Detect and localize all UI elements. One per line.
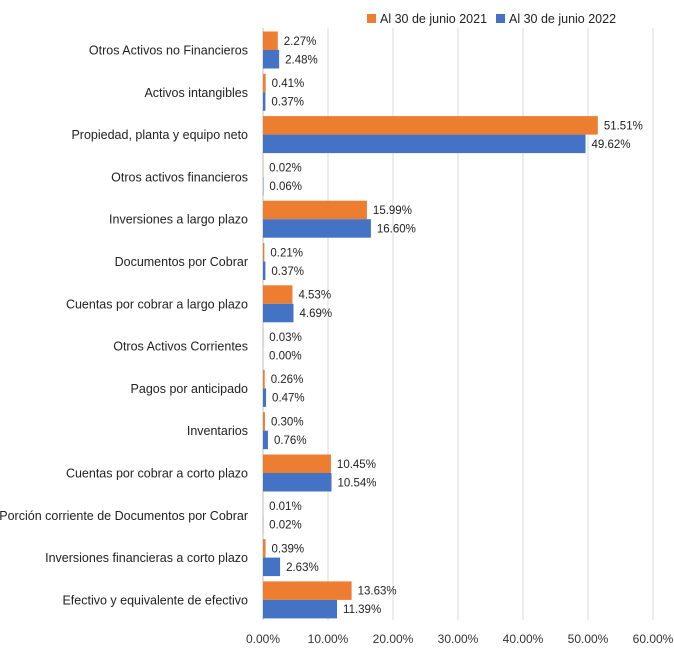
data-label-2022: 0.02% (269, 520, 302, 532)
data-label-2021: 0.41% (272, 78, 305, 90)
legend-label-2022: Al 30 de junio 2022 (509, 12, 616, 26)
data-label-2022: 0.37% (271, 97, 304, 109)
bar-2021 (263, 539, 266, 558)
category-label: Cuentas por cobrar a corto plazo (66, 467, 248, 481)
category-label: Pagos por anticipado (131, 382, 248, 396)
bar-2021 (263, 581, 352, 600)
category-label: Inversiones a largo plazo (109, 213, 248, 227)
x-tick-label: 10.00% (308, 632, 349, 646)
bar-2021 (263, 412, 265, 431)
category-label: Inventarios (187, 424, 248, 438)
data-label-2022: 0.00% (269, 350, 302, 362)
bar-2022 (263, 473, 332, 492)
legend-label-2021: Al 30 de junio 2021 (380, 12, 487, 26)
bar-2021 (263, 370, 265, 389)
bar-2021 (263, 32, 278, 51)
category-label: Documentos por Cobrar (115, 255, 248, 269)
data-label-2021: 0.30% (271, 416, 304, 428)
x-tick-label: 0.00% (246, 632, 280, 646)
data-label-2021: 10.45% (337, 459, 376, 471)
data-label-2021: 2.27% (284, 36, 317, 48)
data-label-2021: 0.26% (271, 374, 304, 386)
x-tick-label: 40.00% (503, 632, 544, 646)
data-label-2022: 0.37% (271, 266, 304, 278)
category-label: Propiedad, planta y equipo neto (71, 128, 248, 142)
category-label: Porción corriente de Documentos por Cobr… (0, 509, 248, 523)
x-tick-label: 60.00% (633, 632, 674, 646)
data-label-2021: 4.53% (298, 290, 331, 302)
bar-2021 (263, 74, 266, 93)
x-tick-label: 20.00% (373, 632, 414, 646)
bar-2022 (263, 135, 586, 154)
x-tick-label: 30.00% (438, 632, 479, 646)
bar-2021 (263, 455, 331, 474)
category-labels: Otros Activos no Financieros Activos inta… (0, 44, 248, 608)
data-label-2022: 4.69% (299, 308, 332, 320)
category-label: Otros Activos Corrientes (113, 340, 248, 354)
category-label: Activos intangibles (144, 86, 248, 100)
legend: Al 30 de junio 2021 Al 30 de junio 2022 (367, 12, 616, 26)
data-label-2021: 15.99% (373, 205, 412, 217)
bar-2022 (263, 304, 293, 323)
data-label-2021: 0.03% (269, 332, 302, 344)
bar-2022 (263, 431, 268, 450)
legend-swatch-2021 (367, 14, 376, 23)
data-label-2021: 13.63% (358, 586, 397, 598)
bar-2022 (263, 50, 279, 69)
data-label-2021: 0.39% (272, 543, 305, 555)
bar-2022 (263, 388, 266, 407)
bar-2021 (263, 201, 367, 220)
category-label: Inversiones financieras a corto plazo (45, 551, 248, 565)
data-label-2022: 16.60% (377, 223, 416, 235)
category-label: Otros activos financieros (111, 170, 248, 184)
category-label: Cuentas por cobrar a largo plazo (66, 297, 248, 311)
bar-2022 (263, 600, 337, 619)
data-label-2022: 11.39% (343, 604, 381, 616)
legend-swatch-2022 (496, 14, 505, 23)
bar-2021 (263, 116, 598, 135)
data-label-2021: 0.01% (269, 501, 302, 513)
data-label-2021: 0.02% (269, 163, 302, 175)
data-label-2022: 0.06% (269, 181, 302, 193)
bar-2022 (263, 92, 265, 111)
bar-2021 (263, 243, 264, 262)
data-label-2021: 0.21% (270, 247, 303, 259)
bar-2022 (263, 558, 280, 577)
data-label-2022: 0.47% (272, 393, 305, 405)
category-label: Efectivo y equivalente de efectivo (62, 593, 248, 607)
bar-2021 (263, 285, 292, 304)
bars (263, 32, 598, 619)
data-label-2022: 49.62% (592, 139, 631, 151)
bar-2022 (263, 262, 265, 281)
category-label: Otros Activos no Financieros (89, 44, 248, 58)
bar-2022 (263, 219, 371, 238)
data-label-2022: 2.63% (286, 562, 319, 574)
x-axis-tick-labels: 0.00% 10.00% 20.00% 30.00% 40.00% 50.00% 60.00… (246, 632, 674, 646)
data-label-2022: 0.76% (274, 435, 307, 447)
x-tick-label: 50.00% (568, 632, 609, 646)
data-label-2022: 10.54% (338, 477, 377, 489)
data-label-2021: 51.51% (604, 120, 643, 132)
data-label-2022: 2.48% (285, 54, 318, 66)
